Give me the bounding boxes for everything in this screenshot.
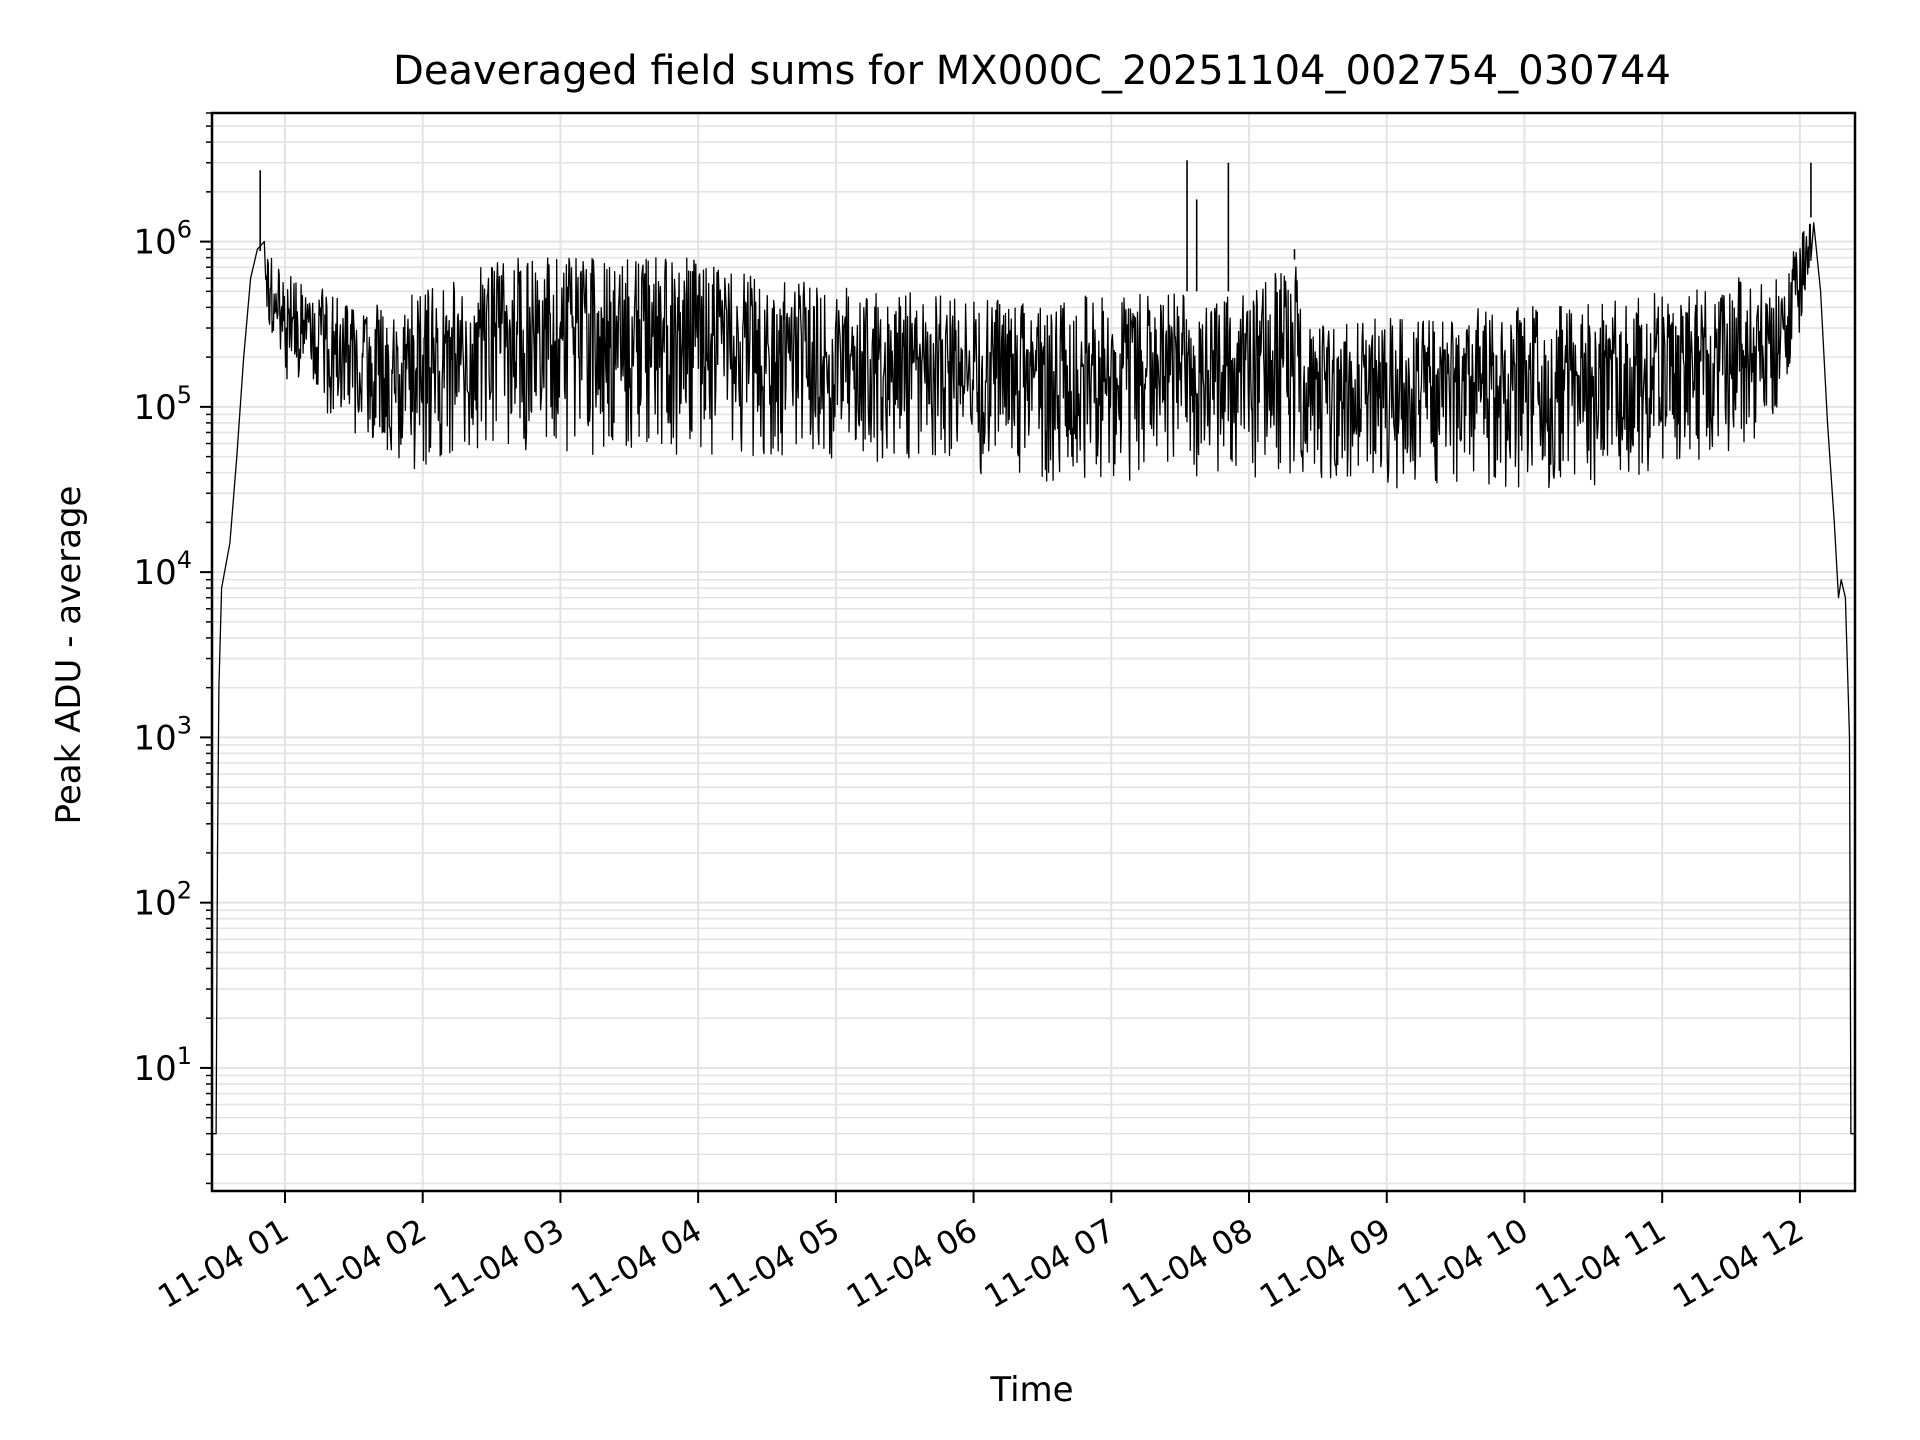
y-axis-label: Peak ADU - average — [49, 486, 89, 825]
y-tick-label: 106 — [133, 216, 192, 263]
y-tick-label: 102 — [133, 877, 192, 924]
y-tick-label: 104 — [133, 546, 192, 593]
x-axis-label: Time — [989, 1370, 1073, 1410]
y-tick-label: 103 — [133, 711, 192, 758]
y-tick-label: 105 — [133, 381, 192, 428]
y-tick-label: 101 — [133, 1042, 192, 1089]
series-line — [212, 222, 1855, 1135]
data-series — [212, 160, 1855, 1135]
chart-title: Deaveraged field sums for MX000C_2025110… — [393, 48, 1671, 94]
axis-ticks — [200, 112, 1801, 1203]
plot-frame — [210, 111, 1857, 1193]
